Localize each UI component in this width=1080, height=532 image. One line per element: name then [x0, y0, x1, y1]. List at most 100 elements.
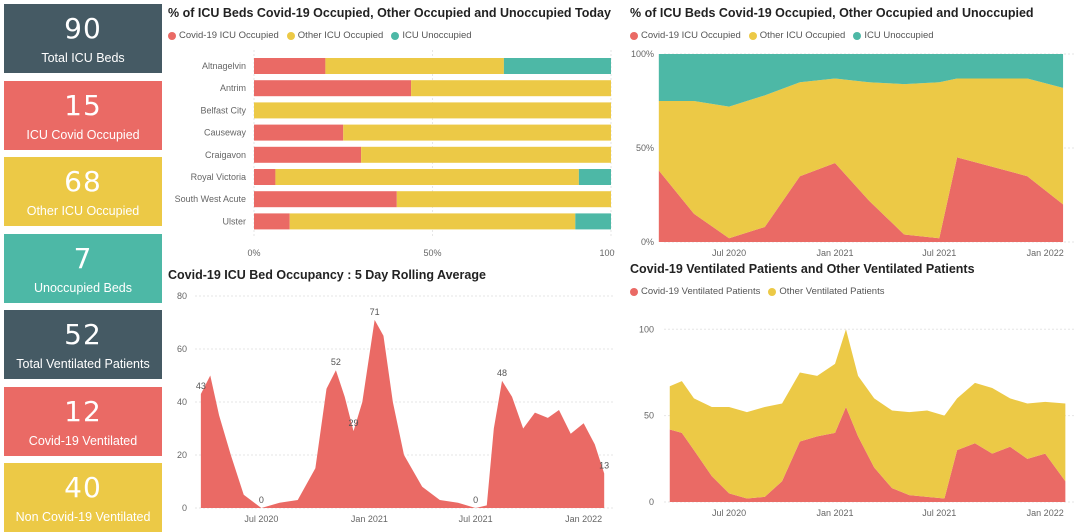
legend-item[interactable]: Covid-19 ICU Occupied: [630, 30, 741, 41]
category-label: Causeway: [204, 128, 247, 138]
data-label: 48: [497, 368, 507, 378]
category-label: Belfast City: [200, 105, 246, 115]
legend-item[interactable]: Other ICU Occupied: [286, 30, 384, 41]
y-tick-label: 60: [177, 344, 187, 354]
x-tick-label: Jan 2021: [351, 514, 388, 524]
x-tick-label: Jan 2022: [565, 514, 602, 524]
kpi-label: Total ICU Beds: [41, 50, 125, 65]
history-area-chart: 0% 50% 100% Jul 2020 Jan 2021 Jul 2021 Jan 202…: [631, 49, 1074, 258]
rolling-chart-title: Covid-19 ICU Bed Occupancy : 5 Day Rolli…: [168, 268, 486, 282]
bar-segment[interactable]: [254, 124, 344, 141]
kpi-value: 90: [64, 11, 102, 45]
bar-segment[interactable]: [254, 213, 290, 230]
kpi-card: 68 Other ICU Occupied: [4, 157, 162, 226]
legend-label: Covid-19 Ventilated Patients: [641, 286, 761, 297]
y-tick-label: 0: [182, 503, 187, 513]
bar-segment[interactable]: [254, 58, 326, 74]
area-series[interactable]: [658, 54, 1064, 107]
y-tick-label: 50: [644, 411, 654, 421]
y-tick-label: 0%: [641, 237, 654, 247]
x-tick-label: Jan 2021: [817, 248, 854, 258]
legend-item[interactable]: ICU Unoccupied: [853, 30, 934, 41]
history-chart-title: % of ICU Beds Covid-19 Occupied, Other O…: [630, 6, 1034, 20]
history-chart-legend: Covid-19 ICU Occupied Other ICU Occupied…: [630, 30, 934, 41]
bar-segment[interactable]: [254, 169, 276, 185]
area-series[interactable]: [658, 157, 1064, 242]
y-tick-label: 100: [639, 324, 654, 334]
legend-label: ICU Unoccupied: [402, 30, 472, 41]
bar-segment[interactable]: [575, 213, 611, 230]
legend-item[interactable]: ICU Unoccupied: [391, 30, 472, 41]
bar-segment[interactable]: [578, 169, 611, 185]
x-tick-label: Jul 2020: [712, 508, 746, 518]
data-label: 29: [349, 418, 359, 428]
bar-segment[interactable]: [254, 191, 397, 208]
kpi-card: 7 Unoccupied Beds: [4, 234, 162, 303]
data-label: 52: [331, 357, 341, 367]
kpi-label: Non Covid-19 Ventilated: [15, 509, 151, 524]
kpi-value: 12: [64, 394, 102, 428]
bar-segment[interactable]: [254, 102, 611, 119]
kpi-card: 12 Covid-19 Ventilated: [4, 387, 162, 456]
kpi-value: 7: [73, 241, 93, 275]
bar-segment[interactable]: [361, 146, 611, 163]
legend-item[interactable]: Covid-19 Ventilated Patients: [630, 286, 760, 297]
bar-segment[interactable]: [289, 213, 576, 230]
category-label: Ulster: [222, 216, 246, 226]
area-series[interactable]: [200, 319, 605, 508]
x-tick-label: Jul 2020: [712, 248, 746, 258]
y-tick-label: 0: [649, 497, 654, 507]
x-tick-label: Jul 2021: [922, 248, 956, 258]
data-label: 43: [196, 381, 206, 391]
legend-label: Other ICU Occupied: [297, 30, 384, 41]
kpi-value: 15: [64, 88, 102, 122]
legend-item[interactable]: Other Ventilated Patients: [768, 286, 884, 297]
x-tick-label: Jan 2022: [1027, 508, 1064, 518]
category-label: Altnagelvin: [202, 61, 246, 71]
category-label: Antrim: [220, 83, 246, 93]
rolling-area-chart: 0 20 40 60 80 43 0 52 29 71 0 48 13 Jul 2020 Jan 2021 J…: [177, 291, 613, 524]
legend-label: ICU Unoccupied: [864, 30, 934, 41]
legend-label: Covid-19 ICU Occupied: [179, 30, 279, 41]
data-label: 0: [259, 495, 264, 505]
x-tick-label: 50%: [423, 248, 441, 258]
area-series[interactable]: [669, 329, 1066, 499]
bar-segment[interactable]: [343, 124, 611, 141]
data-label: 0: [473, 495, 478, 505]
kpi-card: 52 Total Ventilated Patients: [4, 310, 162, 379]
today-bar-chart: 0% 50% 100% Altnagelvin Antrim Belfast City Ca…: [175, 50, 615, 258]
bar-segment[interactable]: [254, 80, 412, 97]
bar-segment[interactable]: [254, 146, 362, 163]
today-chart-title: % of ICU Beds Covid-19 Occupied, Other O…: [168, 6, 611, 20]
kpi-card: 40 Non Covid-19 Ventilated: [4, 463, 162, 532]
data-label: 13: [599, 461, 609, 471]
kpi-value: 68: [64, 164, 102, 198]
bar-segment[interactable]: [396, 191, 611, 208]
bar-segment[interactable]: [503, 58, 611, 74]
kpi-label: Total Ventilated Patients: [16, 356, 150, 371]
bar-segment[interactable]: [325, 58, 504, 74]
area-series[interactable]: [658, 78, 1064, 239]
bar-segment[interactable]: [411, 80, 611, 97]
legend-item[interactable]: Other ICU Occupied: [748, 30, 845, 41]
y-tick-label: 80: [177, 291, 187, 301]
kpi-value: 40: [64, 470, 102, 504]
x-tick-label: Jul 2021: [922, 508, 956, 518]
y-tick-label: 50%: [636, 143, 654, 153]
x-tick-label: Jan 2021: [817, 508, 854, 518]
legend-label: Other Ventilated Patients: [779, 286, 885, 297]
kpi-label: Unoccupied Beds: [34, 280, 132, 295]
category-label: South West Acute: [175, 194, 246, 204]
area-series[interactable]: [669, 407, 1066, 502]
ventilated-area-chart: 0 50 100 Jul 2020 Jan 2021 Jul 2021 Jan 2022: [639, 324, 1074, 518]
category-label: Craigavon: [205, 150, 246, 160]
kpi-value: 52: [64, 317, 102, 351]
legend-item[interactable]: Covid-19 ICU Occupied: [168, 30, 279, 41]
kpi-card: 90 Total ICU Beds: [4, 4, 162, 73]
kpi-label: Other ICU Occupied: [26, 203, 140, 218]
x-tick-label: 0%: [247, 248, 260, 258]
y-tick-label: 100%: [631, 49, 654, 59]
x-tick-label: 100%: [599, 248, 615, 258]
bar-segment[interactable]: [275, 169, 579, 185]
today-chart-legend: Covid-19 ICU Occupied Other ICU Occupied…: [168, 30, 472, 41]
